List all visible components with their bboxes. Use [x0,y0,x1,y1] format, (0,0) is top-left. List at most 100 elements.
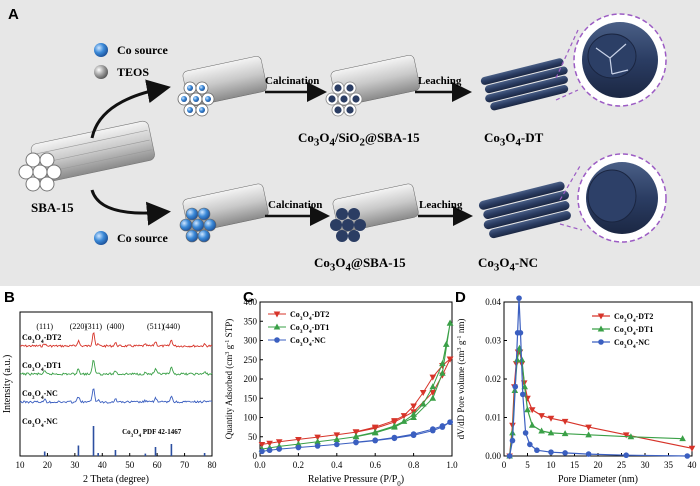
legend-marker [597,313,605,320]
nc-zoom-icon [559,153,667,243]
step-calcination-bottom: Calcination [268,199,323,211]
step-calcination-top: Calcination [265,75,320,87]
data-point [314,434,321,441]
co-impregnated-bundle-icon [179,183,269,243]
data-point [429,374,437,381]
data-point [538,413,545,420]
data-point [520,391,526,398]
peak-hkl-label: (440) [163,322,181,331]
xrd-series [19,359,213,376]
y-tick-label: 350 [244,316,258,326]
legend-co-source-bottom: Co source [117,231,168,245]
data-point [446,319,454,326]
data-point [258,441,266,448]
legend-label: Co3O4-DT1 [290,323,329,335]
step-leaching-top: Leaching [418,75,462,87]
pore-series [506,295,691,459]
data-point [524,406,531,413]
pore-series [506,349,696,460]
pore-line [509,298,688,457]
x-tick-label: 25 [617,460,627,470]
y-tick-label: 0 [253,451,258,461]
data-point [410,403,417,410]
data-point [517,330,524,336]
peak-hkl-label: (220) [70,322,88,331]
data-point [391,418,398,425]
data-point [372,437,378,444]
isotherm-line [261,323,451,450]
x-tick-label: 0.2 [293,460,304,470]
data-point [352,432,360,439]
data-point [429,383,437,390]
co3o4-sba15-bundle-icon [330,183,419,242]
data-point [527,441,533,448]
x-tick-label: 80 [208,460,218,470]
peak-hkl-label: (400) [107,322,125,331]
co3o4-nc-rods-icon [478,181,571,239]
y-tick-label: 150 [244,393,258,403]
data-point [419,400,427,407]
product-co3o4-nc: Co3O4-NC [478,255,538,274]
schematic-drawing [18,13,667,245]
co-source-ball-icon [94,43,108,57]
label-sba15: SBA-15 [31,200,74,215]
data-point [623,452,629,459]
product-co3o4-sba15: Co3O4@SBA-15 [314,255,406,274]
legend-label: Co3O4-DT2 [614,312,653,324]
data-point [447,419,453,425]
data-point [439,423,446,429]
xrd-line-0 [19,331,212,348]
isotherm-series [259,419,453,455]
y-tick-label: 0.01 [485,413,501,423]
data-point [547,429,555,436]
data-point [352,429,360,436]
pore-distribution-chart: 0 5 10 15 20 25 30 35 40 0.00 0.01 0.02 0.03 0.04 Pore… [456,295,698,485]
x-tick-label: 50 [125,460,135,470]
legend-marker [273,323,281,330]
data-point [275,439,283,446]
x-axis-label: 2 Theta (degree) [83,474,149,485]
y-tick-label: 50 [248,432,258,442]
x-tick-label: 40 [688,460,698,470]
y-tick-label: 250 [244,355,258,365]
data-point [534,447,540,454]
x-tick-label: 20 [43,460,53,470]
data-point [684,453,691,459]
legend-marker [273,311,281,318]
data-point [585,431,592,438]
data-point [400,413,408,420]
series-label-nc: Co3O4-NC [22,417,58,429]
plot-frame [503,301,693,457]
x-tick-label: 0.0 [254,460,266,470]
dt-zoom-icon [555,13,667,107]
data-point [538,427,545,434]
series-label: Co3O4-DT2 [22,333,61,345]
impregnated-bundle-icon [177,56,268,117]
legend-label: Co3O4-DT1 [614,325,653,337]
data-point [266,440,273,447]
y-tick-label: 0.02 [485,374,501,384]
x-tick-label: 1.0 [446,460,458,470]
co-source-ball-icon-bottom [94,231,108,245]
data-point [439,369,446,376]
y-tick-label: 100 [244,413,258,423]
pore-line [509,351,693,457]
legend-label: Co3O4-DT2 [290,310,329,322]
x-tick-label: 10 [547,460,557,470]
legend-teos: TEOS [117,65,150,79]
x-axis-label: Relative Pressure (P/P0) [308,474,404,486]
y-tick-label: 200 [244,374,258,384]
panel-letter-d: D [455,289,466,306]
legend-marker [274,337,280,343]
legend-co-source: Co source [117,43,168,57]
series-label: Co3O4-NC [22,389,58,401]
data-point [627,433,635,440]
data-point [516,295,522,301]
data-point [266,447,273,454]
y-tick-label: 400 [244,297,258,307]
legend-marker [598,339,604,345]
teos-ball-icon [94,65,108,79]
y-axis-label: Quantity Adsorbed (cm3 g-1 STP) [224,319,235,439]
xrd-line-2 [19,388,213,404]
data-point [522,430,529,436]
